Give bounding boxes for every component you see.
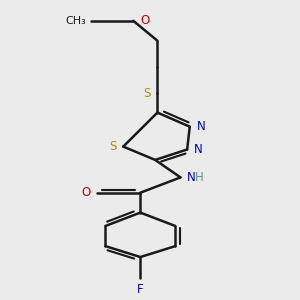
Text: F: F [137, 283, 144, 296]
Text: CH₃: CH₃ [65, 16, 86, 26]
Text: O: O [81, 186, 91, 199]
Text: O: O [140, 14, 149, 27]
Text: N: N [196, 120, 205, 133]
Text: S: S [109, 140, 117, 153]
Text: S: S [143, 87, 151, 100]
Text: H: H [195, 171, 204, 184]
Text: N: N [194, 143, 203, 156]
Text: N: N [187, 171, 196, 184]
